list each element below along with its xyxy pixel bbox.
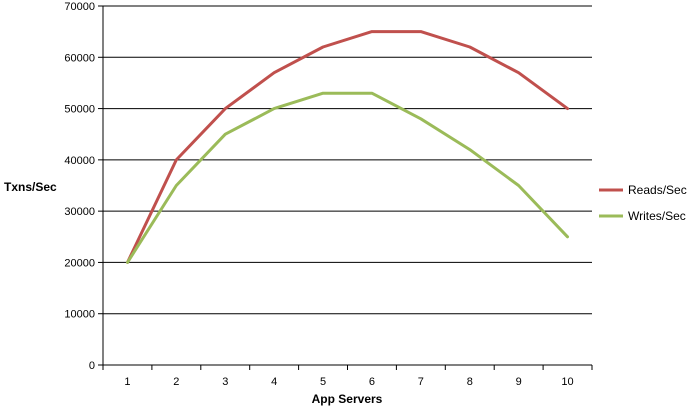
gridlines	[103, 5, 592, 315]
y-tick-label: 50000	[64, 104, 95, 116]
y-axis-title: Txns/Sec	[4, 180, 57, 194]
legend-label: Writes/Sec	[628, 209, 686, 223]
x-tick-label: 2	[173, 376, 179, 388]
y-tick-label: 70000	[64, 1, 95, 13]
legend-label: Reads/Sec	[628, 183, 687, 197]
y-axis-ticks: 0 10000 20000 30000 40000 50000 60000 70000	[64, 1, 103, 372]
y-tick-label: 60000	[64, 52, 95, 64]
y-tick-label: 10000	[64, 309, 95, 321]
x-tick-label: 8	[467, 376, 473, 388]
legend: Reads/Sec Writes/Sec	[599, 183, 687, 223]
x-axis-ticks: 1 2 3 4 5 6 7 8 9 10	[102, 365, 593, 388]
y-tick-label: 40000	[64, 155, 95, 167]
y-tick-label: 0	[89, 360, 95, 372]
x-tick-label: 7	[418, 376, 424, 388]
series-line-writes-sec	[126, 91, 569, 264]
series-lines	[126, 30, 569, 264]
x-tick-label: 5	[320, 376, 326, 388]
x-tick-label: 3	[222, 376, 228, 388]
x-tick-label: 9	[516, 376, 522, 388]
y-tick-label: 20000	[64, 257, 95, 269]
y-tick-label: 30000	[64, 206, 95, 218]
x-tick-label: 4	[271, 376, 277, 388]
x-axis-title: App Servers	[312, 392, 383, 406]
x-tick-label: 10	[561, 376, 573, 388]
x-tick-label: 6	[369, 376, 375, 388]
x-tick-label: 1	[124, 376, 130, 388]
series-line-reads-sec	[126, 30, 569, 264]
